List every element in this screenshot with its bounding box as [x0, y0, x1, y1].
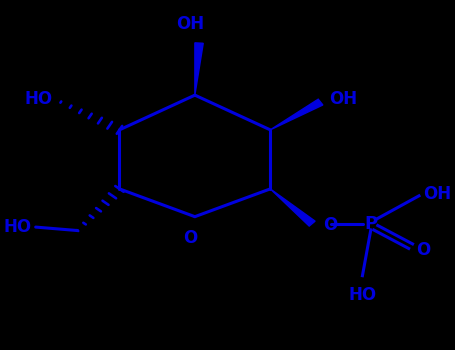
Polygon shape — [195, 43, 203, 95]
Text: HO: HO — [3, 218, 31, 236]
Text: HO: HO — [349, 286, 376, 304]
Text: HO: HO — [24, 90, 52, 107]
Text: O: O — [323, 216, 337, 235]
Text: O: O — [183, 229, 198, 247]
Polygon shape — [270, 99, 323, 130]
Text: OH: OH — [177, 15, 205, 33]
Text: OH: OH — [329, 90, 357, 107]
Text: P: P — [364, 215, 377, 233]
Text: OH: OH — [423, 185, 451, 203]
Text: O: O — [416, 241, 430, 259]
Polygon shape — [270, 189, 315, 226]
